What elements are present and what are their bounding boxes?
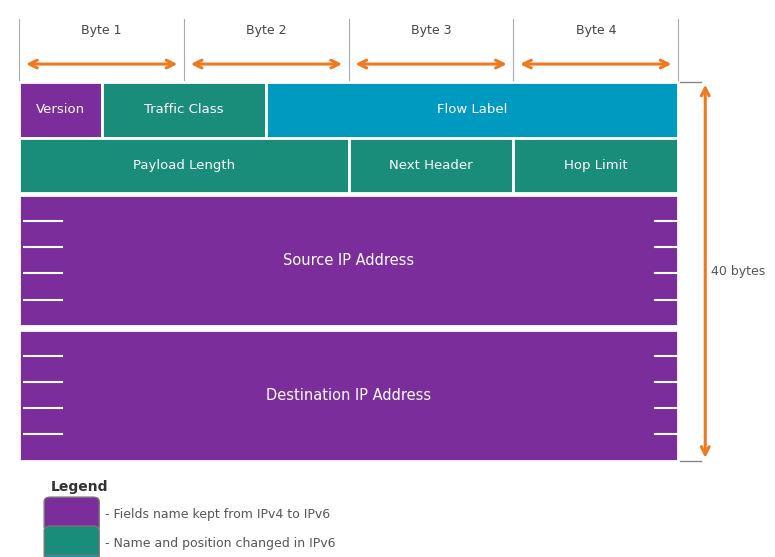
FancyBboxPatch shape [44, 526, 99, 557]
Text: Hop Limit: Hop Limit [564, 159, 628, 172]
Bar [267, 82, 678, 138]
Bar [349, 138, 513, 193]
Text: Traffic Class: Traffic Class [144, 103, 224, 116]
Text: - Name and position changed in IPv6: - Name and position changed in IPv6 [105, 536, 335, 550]
Text: Flow Label: Flow Label [437, 103, 508, 116]
Bar [102, 82, 267, 138]
FancyBboxPatch shape [44, 497, 99, 531]
Bar [19, 138, 349, 193]
Text: Byte 3: Byte 3 [411, 24, 451, 37]
Text: Byte 1: Byte 1 [81, 24, 122, 37]
Text: Byte 4: Byte 4 [576, 24, 616, 37]
Text: Source IP Address: Source IP Address [283, 253, 415, 268]
Text: Version: Version [36, 103, 85, 116]
Text: 40 bytes: 40 bytes [711, 265, 766, 278]
Text: Payload Length: Payload Length [133, 159, 235, 172]
Bar [19, 82, 102, 138]
Bar [19, 195, 678, 326]
Text: Byte 2: Byte 2 [246, 24, 287, 37]
Text: Legend: Legend [50, 480, 108, 495]
Bar [19, 330, 678, 461]
Text: Next Header: Next Header [389, 159, 473, 172]
FancyBboxPatch shape [44, 555, 99, 557]
Text: - Fields name kept from IPv4 to IPv6: - Fields name kept from IPv4 to IPv6 [105, 507, 329, 521]
Text: Destination IP Address: Destination IP Address [266, 388, 432, 403]
Bar [513, 138, 678, 193]
